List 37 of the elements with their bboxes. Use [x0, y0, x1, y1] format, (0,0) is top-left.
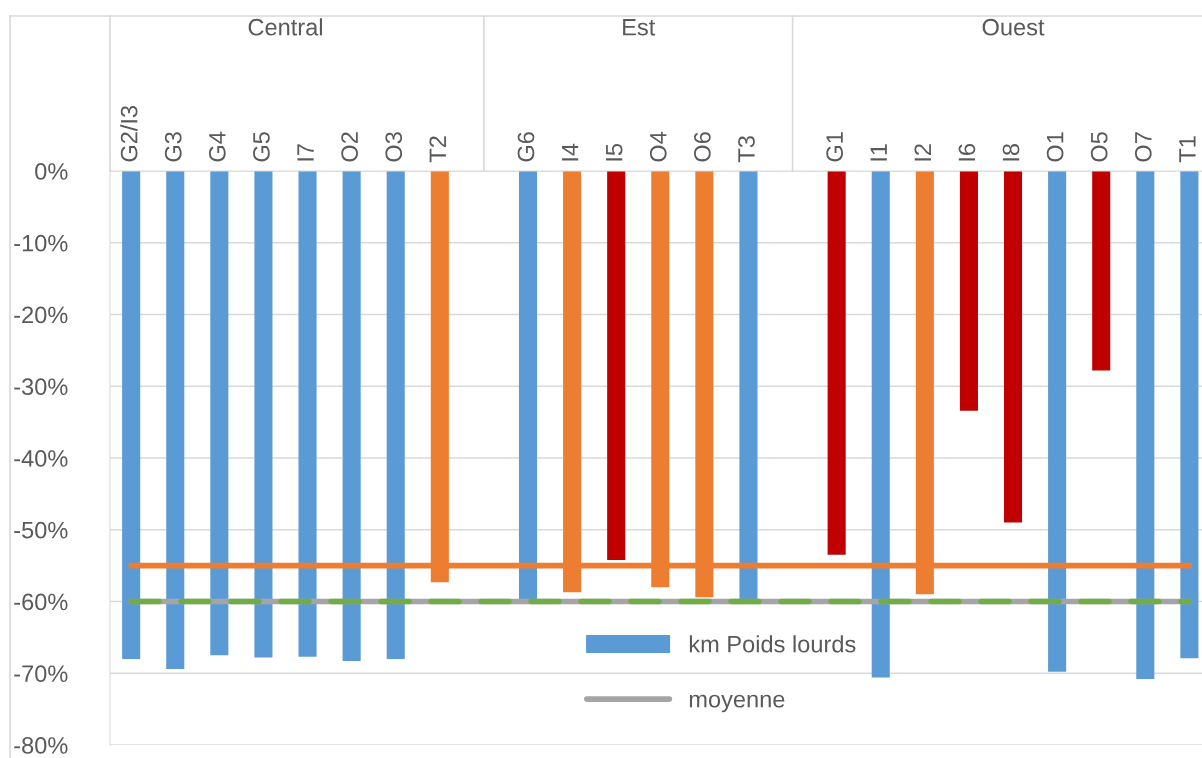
x-tick-label: G4 [208, 131, 226, 162]
x-tick-label: O4 [649, 131, 667, 162]
x-tick-label: O1 [1046, 132, 1064, 162]
x-tick-label: O7 [1134, 132, 1152, 162]
legend-label: km Poids lourds [689, 635, 856, 653]
y-tick-label: -30% [14, 378, 68, 396]
text: Ouest [982, 18, 1045, 36]
y-tick-label: -80% [14, 737, 68, 754]
x-tick-label: I6 [958, 144, 976, 161]
text: Central [248, 18, 322, 36]
x-tick-label: O6 [694, 132, 711, 162]
text: Est [623, 19, 656, 36]
y-tick-label: -40% [14, 450, 68, 467]
y-tick-label: -20% [14, 306, 68, 324]
x-tick-label: I1 [870, 144, 887, 161]
x-tick-label: I4 [561, 143, 579, 161]
y-tick-label: 0% [35, 163, 68, 180]
x-tick-label: G2/I3 [120, 105, 138, 162]
x-tick-label: I5 [606, 143, 623, 161]
x-tick-label: T3 [738, 136, 755, 163]
x-tick-label: O5 [1090, 132, 1108, 162]
y-tick-label: -60% [14, 593, 68, 611]
x-tick-label: I7 [297, 144, 314, 161]
x-tick-label: G1 [826, 132, 843, 162]
legend-label: moyenne [689, 694, 785, 713]
x-tick-label: T2 [429, 136, 446, 163]
x-tick-label: G5 [253, 132, 270, 162]
x-tick-label: O2 [341, 132, 358, 162]
x-tick-label: G3 [164, 132, 182, 162]
x-tick-label: T1 [1179, 136, 1196, 163]
y-tick-label: -10% [14, 234, 68, 252]
x-tick-label: I8 [1002, 144, 1020, 161]
y-tick-label: -50% [14, 521, 68, 539]
x-tick-label: G6 [517, 132, 535, 162]
x-tick-label: O3 [385, 132, 403, 162]
y-tick-label: -70% [14, 665, 68, 683]
x-tick-label: I2 [914, 144, 931, 161]
